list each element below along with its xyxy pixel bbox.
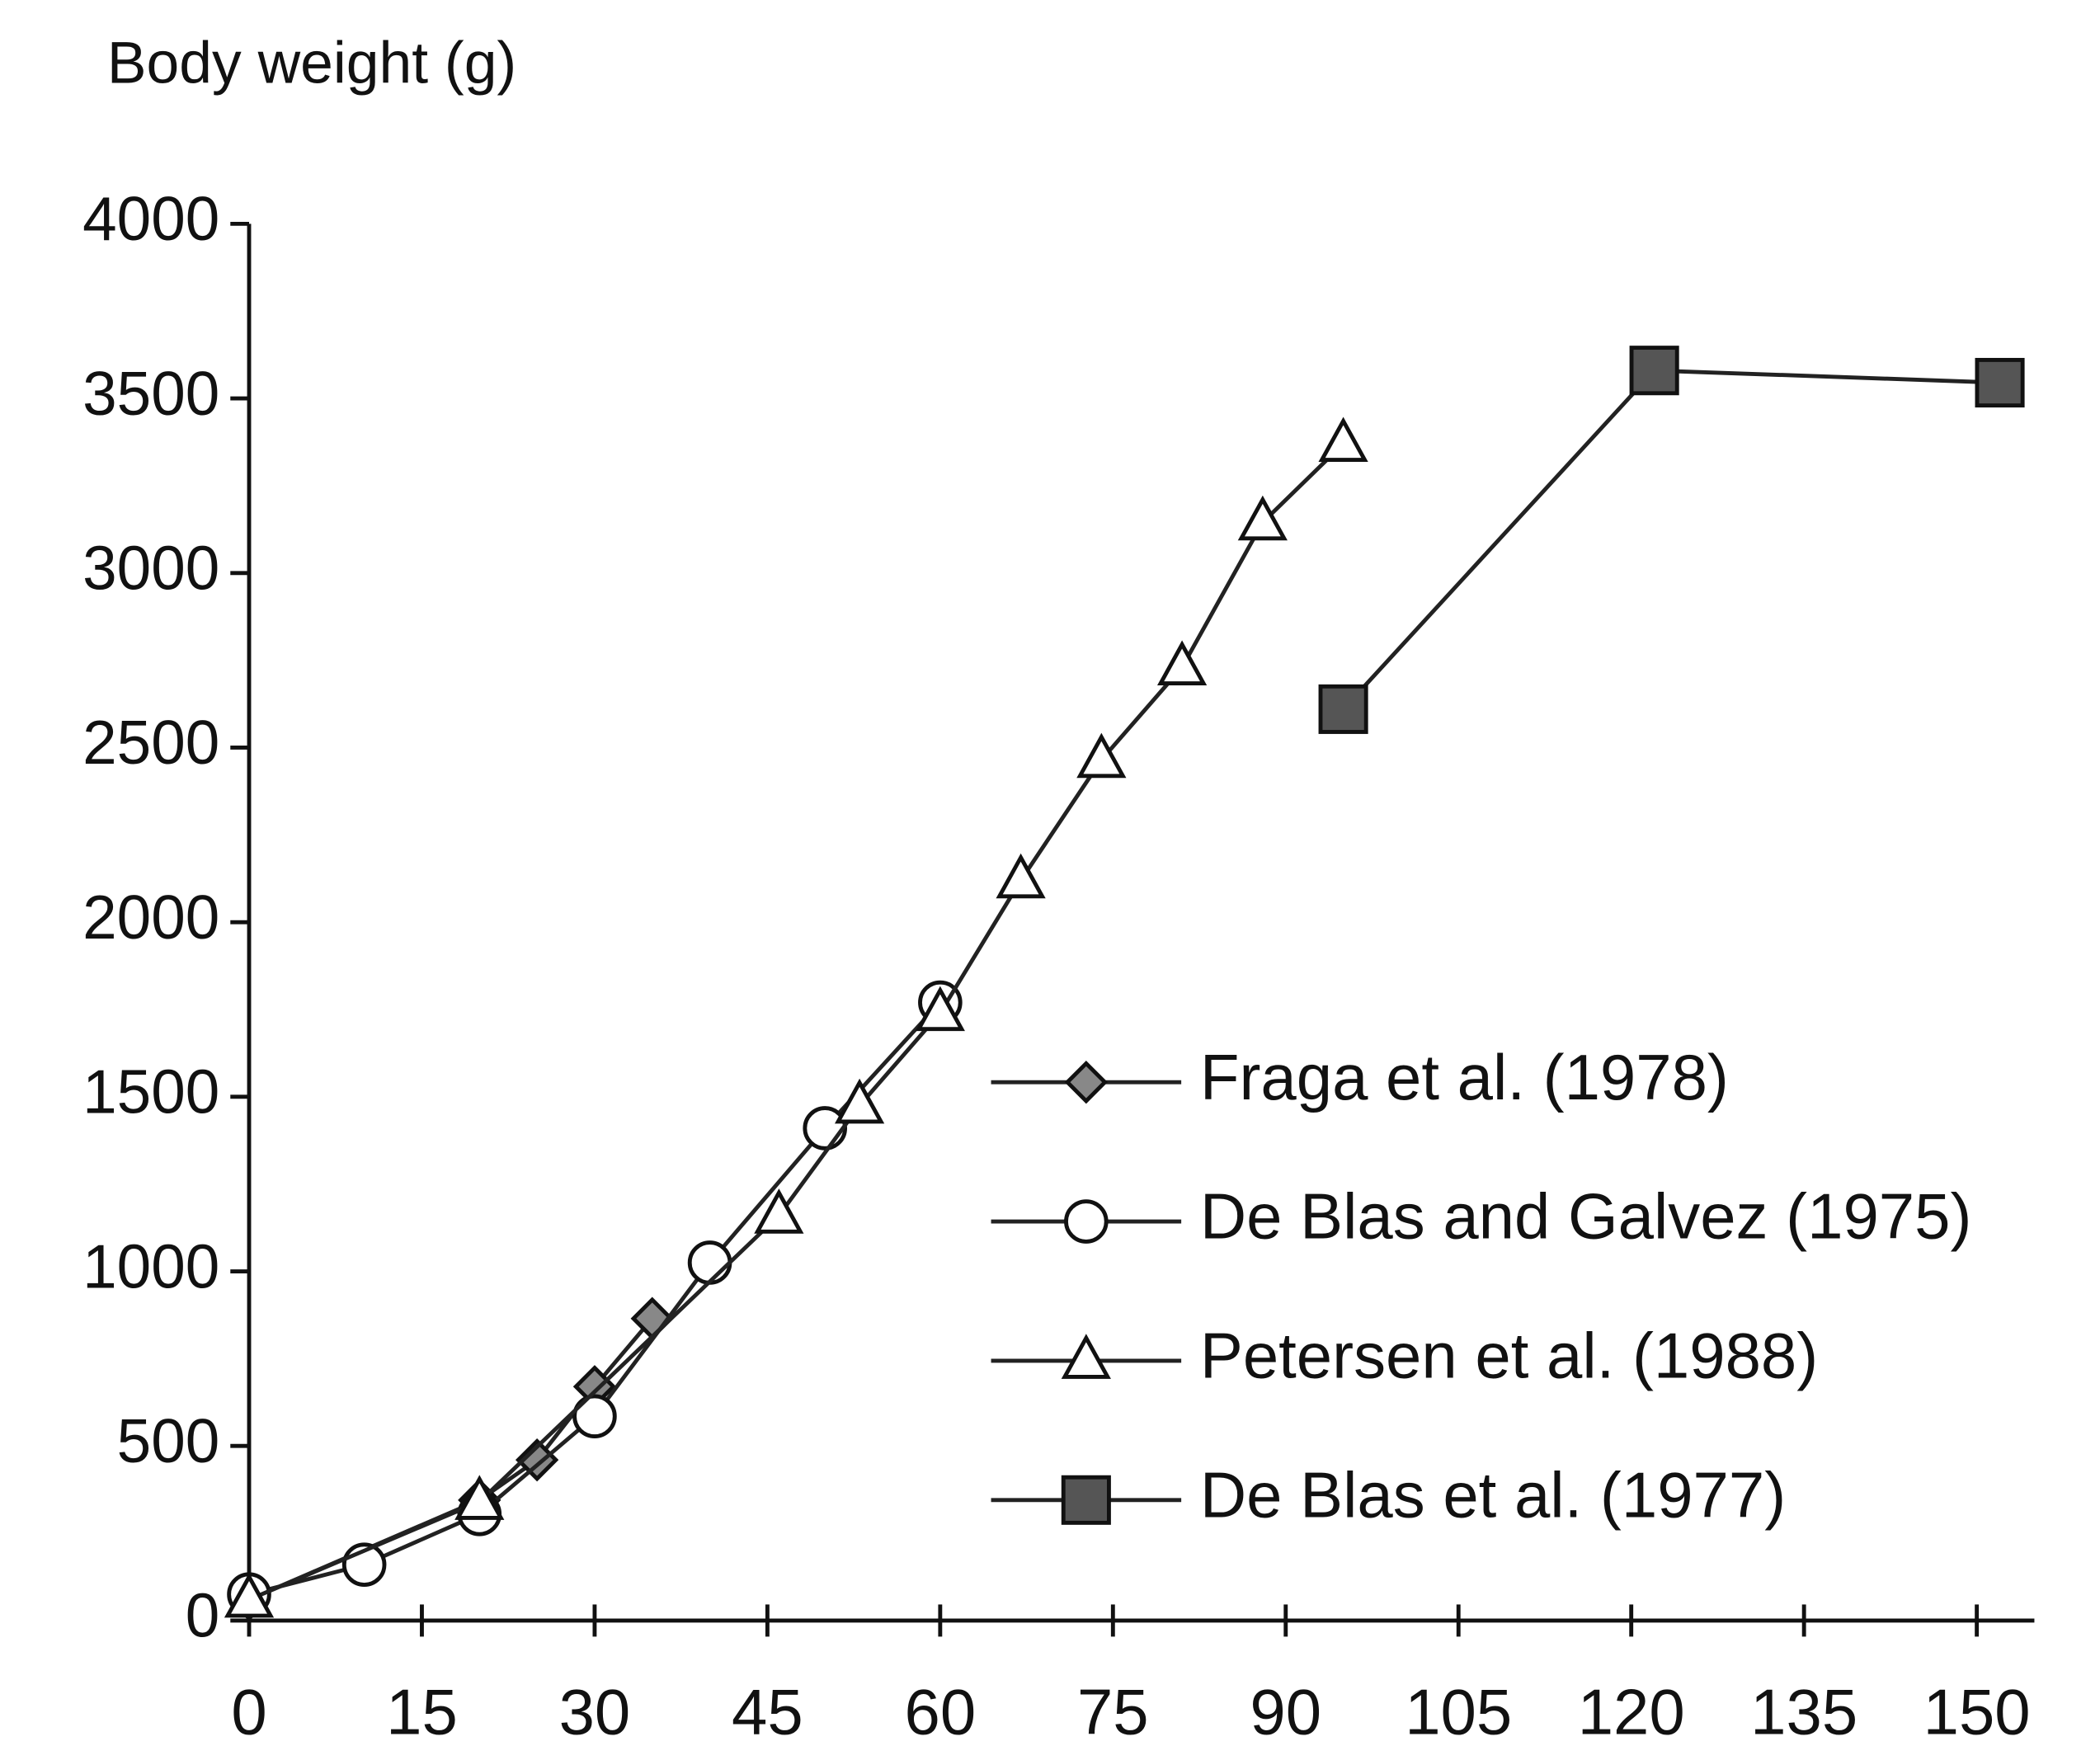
x-tick-label: 150 [1923,1675,2031,1748]
point [1156,640,1208,685]
y-tick-label: 0 [186,1581,220,1650]
legend-label: Fraga et al. (1978) [1200,1041,1729,1113]
point [754,1188,804,1234]
series-line [1341,368,2000,711]
point [572,1394,617,1439]
y-tick-label: 3500 [82,359,219,428]
x-tick-label: 105 [1405,1675,1512,1748]
point [996,853,1046,899]
y-tick-label: 3000 [82,533,219,602]
legend-marker [1064,1199,1109,1244]
series-line [248,442,1345,1602]
point [1237,495,1288,541]
point [915,986,965,1032]
y-tick-label: 1000 [82,1231,219,1301]
legend-label: Petersen et al. (1988) [1200,1320,1818,1392]
x-tick-label: 60 [905,1675,977,1748]
point [687,1240,732,1285]
y-tick-label: 4000 [82,184,219,253]
y-axis-label: Body weight (g) [107,30,516,96]
point [1076,732,1127,779]
point [835,1078,885,1124]
point [1629,346,1679,396]
x-tick-label: 75 [1077,1675,1149,1748]
legend-marker [1061,1475,1111,1525]
x-tick-label: 45 [732,1675,803,1748]
y-tick-label: 1500 [82,1057,219,1127]
x-tick-label: 90 [1250,1675,1321,1748]
legend-marker [1061,1334,1111,1379]
y-tick-label: 2000 [82,882,219,952]
point [1318,684,1368,734]
legend-marker [1064,1061,1109,1104]
point [1318,416,1368,463]
x-tick-label: 0 [231,1675,266,1748]
point [454,1475,505,1520]
y-tick-label: 500 [117,1406,220,1475]
x-tick-label: 135 [1750,1675,1858,1748]
x-tick-label: 15 [386,1675,458,1748]
x-tick-label: 120 [1578,1675,1685,1748]
point [224,1572,275,1618]
point [1975,357,2025,408]
legend-label: De Blas et al. (1977) [1200,1458,1786,1531]
series-line [248,1000,942,1597]
series-line [248,1317,654,1602]
point [803,1106,848,1151]
x-tick-label: 30 [559,1675,631,1748]
legend-label: De Blas and Galvez (1975) [1200,1180,1972,1253]
y-tick-label: 2500 [82,708,219,777]
